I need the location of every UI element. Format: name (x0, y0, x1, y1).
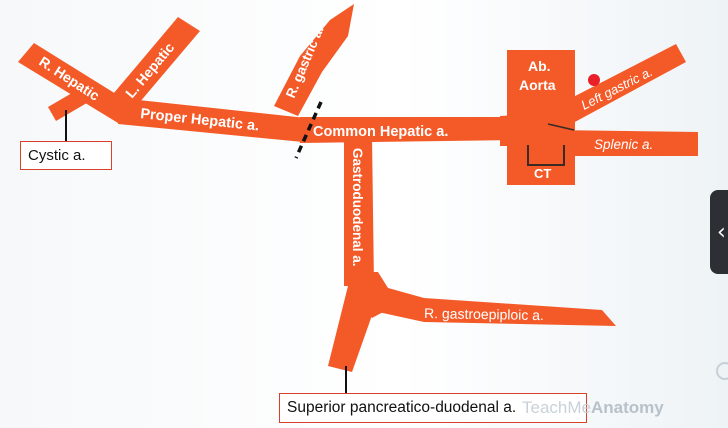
circle-icon[interactable] (716, 362, 728, 380)
marker-dot (588, 74, 600, 86)
superior-pancreaticoduodenal-artery (328, 286, 376, 372)
r-gastric-artery (274, 4, 354, 116)
chevron-left-icon: ‹ (717, 219, 726, 245)
celiac-trunk (500, 113, 560, 146)
cystic-artery-label: Cystic a. (28, 147, 86, 164)
side-panel-toggle[interactable]: ‹ (710, 190, 728, 274)
label-common-hepatic: Common Hepatic a. (313, 124, 448, 140)
label-l-hepatic: L. Hepatic (122, 39, 177, 101)
ligation-mark (294, 101, 323, 159)
watermark-logo: TeachMeAnatomy (522, 398, 664, 418)
artery-shapes (18, 4, 698, 372)
r-hepatic-stub (48, 86, 92, 121)
superior-pancreaticoduodenal-callout: Superior pancreatico-duodenal a. (279, 393, 587, 423)
superior-pancreaticoduodenal-label: Superior pancreatico-duodenal a. (287, 399, 517, 416)
left-gastric-artery (548, 44, 686, 130)
watermark-suffix: Anatomy (590, 398, 664, 417)
label-splenic: Splenic a. (594, 137, 653, 152)
label-gastroduodenal: Gastroduodenal a. (350, 148, 365, 267)
l-hepatic-artery (108, 17, 200, 116)
label-left-gastric: Left gastric a. (579, 64, 655, 113)
r-hepatic-artery (18, 43, 132, 123)
aorta-inner-outline (527, 145, 565, 166)
label-ab-aorta-1: Ab. (528, 58, 551, 74)
label-ab-aorta-2: Aorta (519, 77, 556, 93)
splenic-artery (552, 130, 698, 156)
label-ct: CT (534, 166, 551, 181)
gastroduodenal-artery (344, 136, 374, 286)
celiac-junction-line (547, 123, 575, 131)
cystic-artery-callout: Cystic a. (20, 141, 112, 170)
proper-hepatic-artery (118, 98, 306, 142)
label-r-gastroepiploic: R. gastroepiploic a. (424, 305, 544, 323)
watermark-prefix: TeachMe (522, 398, 591, 417)
r-gastroepiploic-artery (374, 284, 616, 326)
